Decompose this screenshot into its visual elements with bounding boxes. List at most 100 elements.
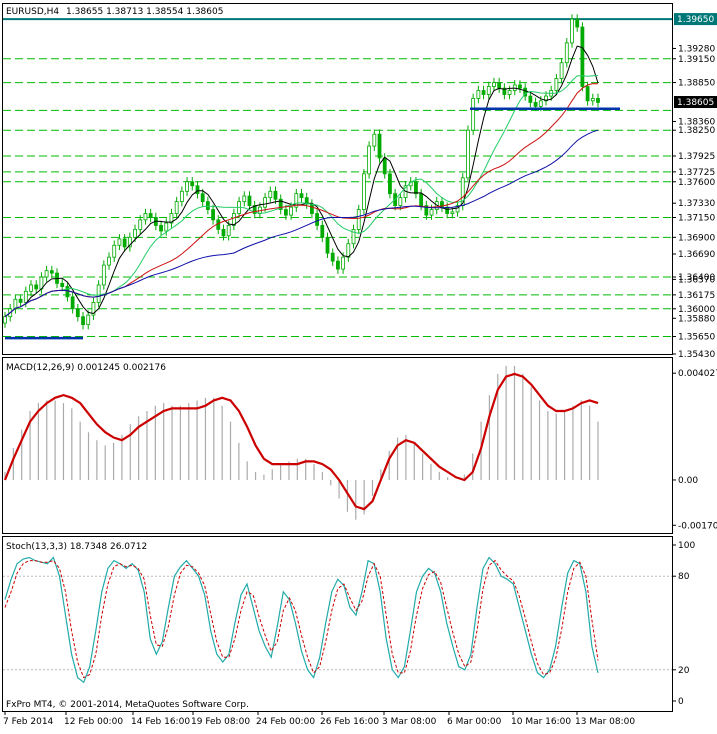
- price-axis-label: 1.37600: [678, 178, 715, 188]
- price-axis-label: 1.36175: [678, 291, 715, 301]
- candle-body: [65, 286, 70, 298]
- price-axis-label: 1.37330: [678, 199, 715, 209]
- candle-body: [133, 228, 137, 238]
- candle-body: [502, 87, 507, 95]
- candle-body: [200, 193, 205, 203]
- chart-header-ohlc: 1.38655 1.38713 1.38554 1.38605: [66, 7, 223, 17]
- candle-body: [325, 236, 330, 254]
- candle-body: [159, 225, 163, 232]
- time-axis-label: 19 Feb 08:00: [191, 717, 250, 727]
- candle-body: [23, 290, 28, 303]
- candle-body: [44, 270, 49, 278]
- stoch-axis-label: 100: [678, 541, 695, 551]
- price-axis-label: 1.38605: [677, 98, 714, 108]
- candle-body: [86, 314, 91, 326]
- candle-body: [211, 209, 215, 221]
- candle-body: [169, 213, 174, 224]
- candle-body: [377, 133, 382, 159]
- time-axis-label: 6 Mar 00:00: [447, 717, 502, 727]
- price-axis-label: 1.37725: [678, 168, 715, 178]
- candle-body: [112, 244, 117, 258]
- macd-series: [3, 365, 599, 520]
- candle-body: [190, 181, 195, 187]
- candle-body: [164, 222, 169, 232]
- candle-body: [179, 190, 184, 203]
- price-axis-label: 1.38360: [678, 117, 715, 127]
- candle-body: [320, 225, 325, 238]
- candle-body: [372, 133, 377, 147]
- candle-body: [174, 201, 179, 214]
- candle-body: [564, 42, 569, 64]
- horizontal-levels: [3, 18, 672, 338]
- candle-body: [101, 264, 106, 286]
- time-axis-label: 14 Feb 16:00: [131, 717, 190, 727]
- candle-body: [195, 185, 200, 195]
- candle-body: [554, 78, 559, 91]
- price-axis-highlight: [674, 13, 717, 26]
- ma-mid-line: [4, 75, 599, 318]
- candle-body: [330, 252, 335, 262]
- candle-body: [13, 298, 18, 310]
- candle-body: [226, 225, 231, 237]
- candle-body: [96, 284, 101, 303]
- stoch-signal-line: [4, 559, 599, 679]
- price-axis-label: 1.37925: [678, 152, 715, 162]
- candle-body: [414, 181, 418, 195]
- price-axis-label: 1.38850: [678, 79, 715, 89]
- candle-body: [351, 228, 356, 245]
- price-axis-label: 1.35880: [678, 314, 715, 324]
- macd-panel-frame: [2, 357, 673, 534]
- time-axis-label: 26 Feb 16:00: [320, 717, 379, 727]
- candle-body: [138, 219, 143, 230]
- stoch-axis: 100 80 20 0: [672, 541, 695, 707]
- copyright-text: FxPro MT4, © 2001-2014, MetaQuotes Softw…: [6, 700, 249, 710]
- time-axis: 7 Feb 2014 12 Feb 00:00 14 Feb 16:00 19 Feb…: [3, 711, 635, 727]
- candle-body: [127, 236, 132, 248]
- macd-axis-label: -0.001709: [678, 521, 717, 531]
- price-panel-frame: [2, 3, 673, 355]
- stoch-series: [3, 556, 672, 684]
- candle-body: [310, 203, 314, 214]
- price-axis-label: 1.39650: [677, 15, 714, 25]
- candle-body: [596, 98, 600, 103]
- candle-body: [455, 205, 460, 213]
- candle-body: [429, 209, 434, 216]
- time-axis-label: 24 Feb 00:00: [256, 717, 315, 727]
- candle-body: [268, 190, 273, 199]
- candle-body: [221, 228, 226, 237]
- candle-body: [575, 18, 580, 28]
- candle-body: [263, 197, 267, 208]
- candle-body: [419, 193, 424, 206]
- time-axis-label: 3 Mar 08:00: [382, 717, 437, 727]
- stoch-label: Stoch(13,3,3) 18.7348 26.0712: [6, 542, 147, 552]
- time-axis-label: 12 Feb 00:00: [64, 717, 123, 727]
- price-axis-label: 1.36900: [678, 233, 715, 243]
- candle-body: [445, 206, 450, 214]
- candle-body: [471, 98, 476, 131]
- price-axis-label: 1.38250: [678, 126, 715, 136]
- candle-body: [356, 209, 361, 230]
- support-segments: [5, 107, 620, 340]
- candle-body: [18, 298, 23, 303]
- candle-body: [398, 197, 403, 206]
- candle-body: [289, 206, 293, 216]
- price-axis-label: 1.39150: [678, 55, 715, 65]
- candle-body: [91, 302, 96, 316]
- candle-body: [3, 316, 7, 324]
- candle-body: [205, 201, 210, 210]
- stoch-axis-label: 0: [678, 697, 684, 707]
- candle-body: [283, 209, 288, 216]
- candle-body: [278, 198, 283, 210]
- candle-body: [492, 82, 496, 87]
- candle-body: [388, 173, 392, 195]
- candle-body: [362, 173, 366, 210]
- candle-body: [299, 193, 304, 199]
- macd-signal-line: [3, 372, 599, 511]
- macd-axis: 0.004027 0.00 -0.001709: [672, 369, 717, 531]
- candle-body: [570, 18, 574, 44]
- candle-body: [367, 145, 372, 175]
- candle-body: [559, 62, 564, 80]
